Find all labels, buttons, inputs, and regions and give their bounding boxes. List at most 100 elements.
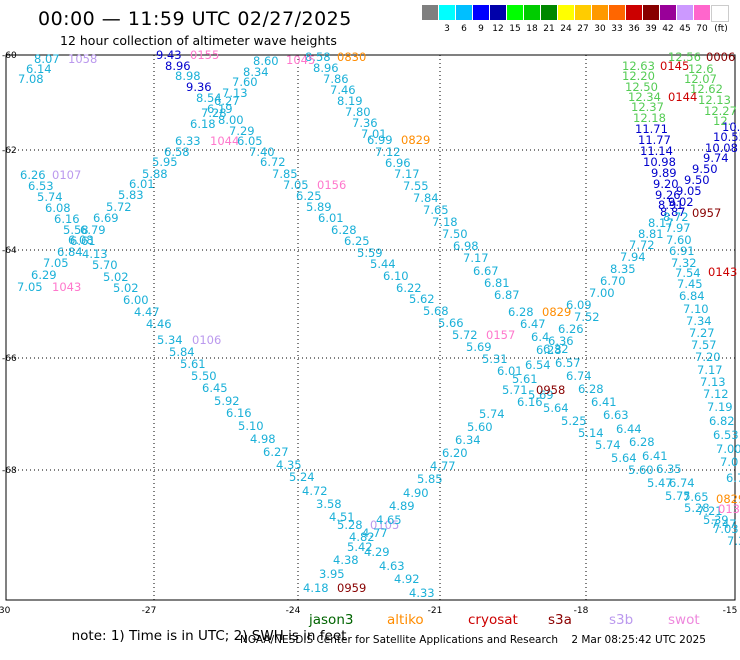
swh-value-label: 4.92 <box>394 572 420 586</box>
legend-value: 39 <box>645 24 657 34</box>
swh-value-label: 6.16 <box>54 212 80 226</box>
swh-value-label: 7.10 <box>683 302 709 316</box>
swh-value-label: 5.59 <box>357 246 383 260</box>
swh-value-label: 5.24 <box>289 470 315 484</box>
legend-value: 42 <box>662 24 674 34</box>
legend-value: 30 <box>594 24 606 34</box>
swh-value-label: 5.64 <box>543 401 569 415</box>
swh-value-label: 7.01 <box>361 127 387 141</box>
pass-time-label: 0156 <box>317 178 346 192</box>
pass-time-label: 1045 <box>286 53 315 67</box>
pass-time-label: 0105 <box>370 518 399 532</box>
legend-value: 70 <box>696 24 708 34</box>
swh-value-label: 6.26 <box>558 322 584 336</box>
legend-value: 15 <box>509 24 521 34</box>
pass-time-label: 0958 <box>536 383 565 397</box>
swh-value-label: 7.85 <box>272 167 298 181</box>
swh-value-label: 7.05 <box>283 178 309 192</box>
swh-value-label: 6.22 <box>396 281 422 295</box>
swh-value-label: 6.01 <box>318 211 344 225</box>
swh-value-label: 5.61 <box>512 372 538 386</box>
legend-value: 21 <box>543 24 555 34</box>
lon-tick-label: -27 <box>142 606 157 616</box>
swh-value-label: 5.83 <box>118 188 144 202</box>
swh-value-label: 5.88 <box>142 167 168 181</box>
map-frame <box>5 54 736 601</box>
note-text: note: 1) Time is in UTC; 2) SWH is in fe… <box>71 628 347 644</box>
legend-swatch <box>422 5 438 20</box>
legend-value: 36 <box>628 24 640 34</box>
swh-value-label: 12.13 <box>698 93 731 107</box>
swh-value-label: 6.72 <box>260 155 286 169</box>
swh-value-label: 6.27 <box>263 445 289 459</box>
swh-value-label: 8.54 <box>196 91 222 105</box>
swh-value-label: 7.28 <box>201 106 227 120</box>
swh-value-label: 6.57 <box>555 356 581 370</box>
swh-value-label: 4.46 <box>146 317 172 331</box>
swh-value-label: 4.90 <box>403 486 429 500</box>
swh-value-label: 6.14 <box>26 62 52 76</box>
legend-swatch <box>473 5 489 20</box>
swh-value-label: 5.84 <box>169 345 195 359</box>
credit-line: NOAA/NESDIS Center for Satellite Applica… <box>240 634 706 646</box>
swh-value-label: 6.4 <box>531 330 549 344</box>
swh-value-label: 6.16 <box>517 395 543 409</box>
swh-value-label: 4.33 <box>409 586 435 600</box>
swh-value-label: 6.69 <box>93 211 119 225</box>
swh-value-label: 6.54 <box>525 358 551 372</box>
lon-tick-label: -30 <box>0 606 11 616</box>
swh-value-label: 9.50 <box>692 162 718 176</box>
swh-value-label: 6.70 <box>600 274 626 288</box>
swh-value-label: 7.32 <box>671 256 697 270</box>
swh-value-label: 6.08 <box>68 233 94 247</box>
swh-value-label: 4.35 <box>276 458 302 472</box>
swh-value-label: 4.77 <box>430 459 456 473</box>
lon-tick-label: -21 <box>428 606 443 616</box>
swh-value-label: 8.98 <box>175 69 201 83</box>
pass-time-label: 0157 <box>486 328 515 342</box>
swh-value-label: 6.45 <box>202 381 228 395</box>
swh-value-label: 8.60 <box>253 54 279 68</box>
swh-value-label: 6.61 <box>70 234 96 248</box>
swh-value-label: 6.99 <box>367 133 393 147</box>
swh-value-label: 6.16 <box>226 406 252 420</box>
satellite-jason3: jason3 <box>309 612 354 628</box>
swh-value-label: 5.14 <box>578 426 604 440</box>
swh-value-label: 5.66 <box>438 316 464 330</box>
swh-value-label: 9.43 <box>156 48 182 62</box>
swh-value-label: 5.85 <box>417 472 443 486</box>
swh-value-label: 6.35 <box>656 462 682 476</box>
swh-value-label: 7.50 <box>442 227 468 241</box>
swh-value-label: 7.3 <box>727 534 740 548</box>
legend-value: 45 <box>679 24 691 34</box>
swh-value-label: 7.65 <box>423 203 449 217</box>
swh-value-label: 6.10 <box>383 269 409 283</box>
swh-value-label: 4.47 <box>134 305 160 319</box>
satellite-cryosat: cryosat <box>468 612 518 628</box>
swh-value-label: 4.77 <box>362 526 388 540</box>
swh-value-label: 5.70 <box>92 258 118 272</box>
swh-value-label: 6.36 <box>548 334 574 348</box>
legend-unit: (ft) <box>714 24 728 34</box>
pass-time-label: 013 <box>718 502 740 516</box>
legend-value: 24 <box>560 24 572 34</box>
pass-time-label: 0145 <box>660 59 689 73</box>
legend-swatch <box>677 5 693 20</box>
swh-value-label: 12.62 <box>690 82 723 96</box>
swh-value-label: 6.84 <box>57 245 83 259</box>
swh-value-label: 6.20 <box>442 446 468 460</box>
satellite-s3a: s3a <box>548 612 572 628</box>
swh-value-label: 7.03 <box>713 522 739 536</box>
swh-value-label: 7.21 <box>697 504 723 518</box>
swh-value-label: 5.02 <box>113 281 139 295</box>
legend-swatch <box>541 5 557 20</box>
swh-value-label: 7.86 <box>323 72 349 86</box>
swh-value-label: 10. <box>722 120 740 134</box>
swh-value-label: 6.27 <box>214 94 240 108</box>
swh-value-label: 4.82 <box>349 530 375 544</box>
swh-value-label: 5.60 <box>628 463 654 477</box>
swh-value-label: 7.08 <box>18 72 44 86</box>
swh-value-label: 5.68 <box>423 304 449 318</box>
swh-value-label: 6.58 <box>164 145 190 159</box>
page-title: 00:00 — 11:59 UTC 02/27/2025 <box>38 8 352 30</box>
